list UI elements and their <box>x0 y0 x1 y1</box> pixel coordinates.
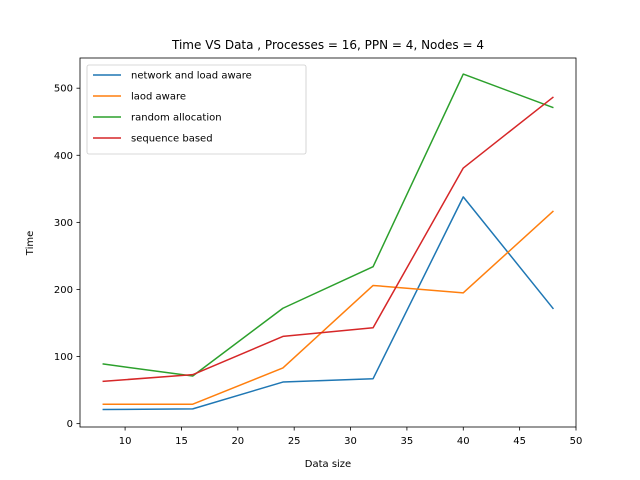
series-line-2 <box>102 210 554 405</box>
series-group <box>102 73 555 411</box>
legend-label: sequence based <box>131 134 213 145</box>
legend-box <box>86 64 307 155</box>
x-tick-label: 40 <box>457 436 470 447</box>
x-tick-label: 25 <box>288 436 301 447</box>
y-tick-label: 300 <box>54 218 73 229</box>
y-tick-label: 100 <box>54 352 73 363</box>
chart-title: Time VS Data , Processes = 16, PPN = 4, … <box>171 38 484 52</box>
y-axis: 0 100 200 300 400 500 <box>54 84 80 430</box>
x-tick-label: 35 <box>401 436 414 447</box>
x-tick-label: 20 <box>231 436 244 447</box>
x-tick-label: 15 <box>175 436 188 447</box>
x-tick-label: 45 <box>513 436 526 447</box>
legend-label: network and load aware <box>131 71 252 82</box>
y-axis-label: Time <box>25 231 36 256</box>
y-tick-label: 200 <box>54 285 73 296</box>
plot-frame <box>79 57 577 428</box>
legend-label: random allocation <box>131 113 222 124</box>
x-axis: 10 15 20 25 30 35 40 45 50 <box>119 427 583 447</box>
legend: network and load aware laod aware random a… <box>86 64 307 155</box>
plot-area <box>79 57 577 428</box>
y-tick-label: 0 <box>67 419 73 430</box>
series-line-1 <box>102 196 555 411</box>
y-tick-label: 500 <box>54 84 73 95</box>
legend-label: laod aware <box>131 92 186 103</box>
x-tick-label: 10 <box>119 436 132 447</box>
x-axis-label: Data size <box>305 459 351 470</box>
x-tick-label: 50 <box>570 436 583 447</box>
series-line-4 <box>102 96 554 383</box>
series-line-3 <box>102 73 554 377</box>
y-tick-label: 400 <box>54 151 73 162</box>
x-tick-label: 30 <box>344 436 357 447</box>
